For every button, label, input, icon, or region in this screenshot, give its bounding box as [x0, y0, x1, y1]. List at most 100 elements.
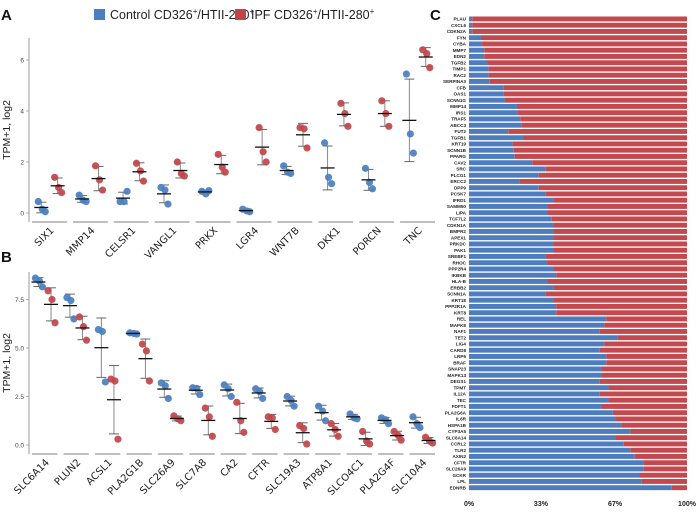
y-tick-label: 0 [20, 210, 24, 217]
bar-control [469, 129, 509, 134]
bar-ipf [601, 372, 687, 378]
gene-label: LPL [457, 479, 466, 484]
bar-ipf [538, 185, 687, 191]
gene-label: PAK1 [454, 248, 466, 253]
panel-b-chart: 0.0 2.5 5.0 7.5 TPM+1, log2 SLC6A14 PLUN2 ACSL1… [1, 272, 437, 498]
data-point-control [205, 186, 213, 195]
bar-control [469, 404, 602, 409]
bar-ipf [601, 404, 687, 409]
gene-label: KRT19 [451, 142, 466, 147]
gene-label: SLC26A9 [446, 467, 467, 472]
data-point-control [409, 149, 417, 157]
bar-ipf [599, 347, 687, 353]
bar-ipf [545, 166, 687, 172]
x-category-label: PRKX [194, 225, 221, 252]
legend: Control CD326+/HTII-280+ IPF CD326+/HTII… [94, 7, 375, 22]
data-point-ipf [344, 122, 352, 130]
data-point-ipf [138, 340, 147, 348]
data-point-ipf [233, 398, 241, 406]
gene-label: MAPK8 [450, 323, 467, 328]
data-point-ipf [201, 404, 209, 412]
gene-label: RAC2 [453, 73, 466, 78]
y-tick-label: 2.5 [15, 394, 24, 401]
data-point-ipf [51, 173, 59, 181]
gene-label: HSPA1B [448, 423, 467, 428]
bar-ipf [601, 366, 687, 372]
data-point-control [361, 164, 370, 172]
bar-ipf [545, 254, 687, 259]
y-axis-title: TPM+1, log2 [1, 333, 13, 393]
gene-label: SCNN1G [447, 98, 467, 103]
data-point-ipf [268, 414, 276, 422]
bar-ipf [608, 397, 687, 403]
bar-ipf [599, 329, 687, 334]
gene-label: CYBA [453, 42, 467, 47]
gene-label: SCNN1A [447, 292, 467, 297]
x-category-label: SLC6A14 [12, 457, 51, 496]
bar-control [469, 435, 616, 441]
bar-ipf [604, 341, 687, 347]
gene-label: MMP7 [453, 48, 467, 53]
gene-label: KRT8 [454, 310, 466, 315]
y-tick-label: 4 [20, 108, 24, 115]
bar-control [469, 47, 485, 53]
gene-label: CDKN2A [447, 29, 467, 34]
bar-control [469, 247, 555, 253]
data-point-control [365, 178, 374, 186]
data-point-ipf [48, 295, 56, 304]
gene-label: MMP14 [450, 104, 466, 109]
bar-ipf [556, 310, 687, 316]
bar-control [469, 216, 552, 222]
data-point-control [120, 197, 128, 206]
bar-control [469, 304, 557, 309]
gene-label: REL [457, 317, 466, 322]
bar-control [469, 341, 605, 347]
data-point-control [320, 139, 329, 147]
data-point-control [34, 197, 42, 206]
bar-ipf [521, 122, 687, 128]
bar-ipf [554, 241, 687, 247]
data-point-control [224, 385, 232, 393]
bar-ipf [599, 379, 687, 384]
data-point-control [416, 423, 424, 432]
data-point-control [38, 283, 47, 291]
x-tick-label: 33% [534, 501, 549, 508]
data-point-ipf [98, 186, 107, 194]
data-point-control [314, 402, 323, 410]
data-point-ipf [44, 287, 52, 295]
bar-control [469, 141, 513, 147]
bar-control [469, 466, 644, 472]
bar-control [469, 360, 607, 366]
gene-label: TEC [457, 398, 467, 403]
bar-control [469, 297, 555, 303]
data-point-ipf [79, 323, 88, 331]
bar-ipf [554, 222, 687, 228]
legend-label-control: Control CD326+/HTII-280+ [110, 7, 254, 22]
bar-control [469, 116, 521, 122]
gene-label: LIPA [456, 210, 467, 215]
gene-label: BRAF [453, 360, 466, 365]
data-point-ipf [337, 99, 345, 107]
data-point-ipf [327, 420, 335, 428]
bar-ipf [554, 285, 687, 291]
x-category-label: DKK1 [316, 225, 343, 252]
bar-control [469, 447, 631, 453]
data-point-control [35, 277, 44, 285]
bar-ipf [503, 91, 687, 97]
bar-control [469, 79, 490, 84]
data-point-ipf [91, 162, 100, 170]
gene-label: ERBB2 [450, 285, 466, 290]
data-point-ipf [262, 158, 270, 166]
bar-control [469, 197, 555, 203]
data-point-control [164, 200, 172, 208]
bar-ipf [503, 85, 687, 91]
bar-control [469, 272, 557, 278]
bar-ipf [554, 247, 687, 253]
bar-ipf [554, 297, 687, 303]
bar-control [469, 241, 555, 247]
bar-control [469, 347, 600, 353]
gene-label: CFB [457, 85, 467, 90]
bar-control [469, 135, 524, 141]
gene-label: TCF7L2 [449, 217, 466, 222]
gene-label: CXCL6 [451, 23, 467, 28]
